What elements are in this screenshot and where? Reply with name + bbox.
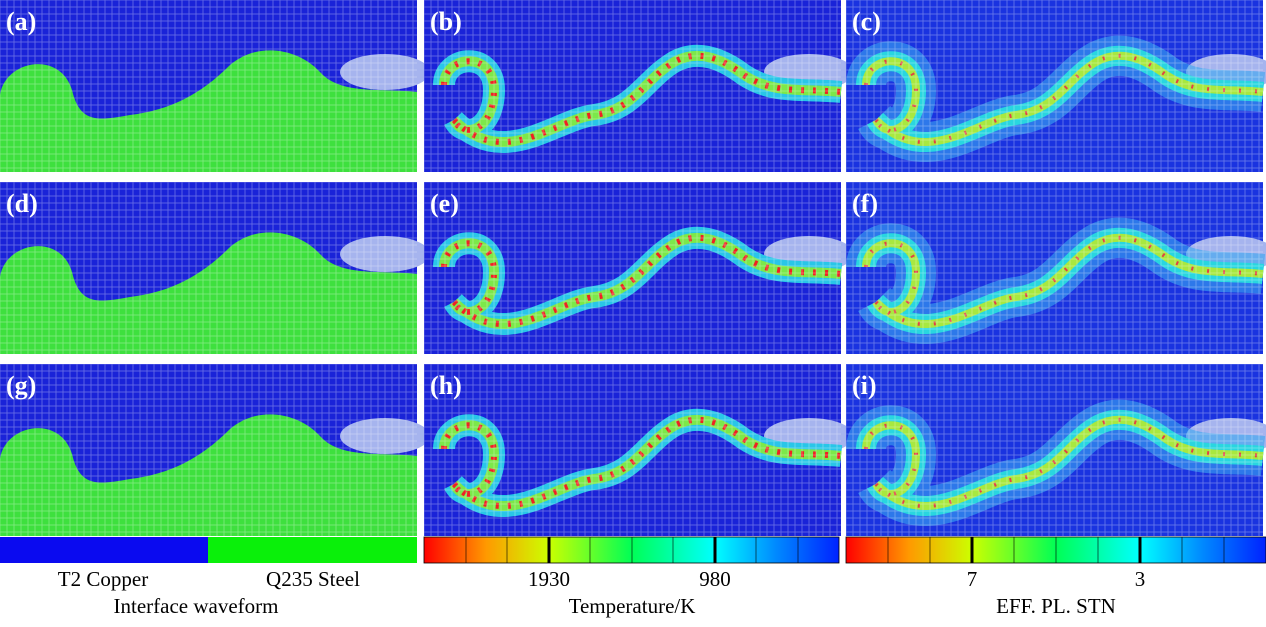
panel-image: [0, 364, 430, 536]
panel-labels: (a) (b) (c) (d) (e) (f) (g) (h) (i): [6, 7, 881, 400]
panel-label: (a): [6, 7, 36, 36]
panel-label: (b): [430, 7, 462, 36]
panel-image: [846, 0, 1266, 172]
panel-label: (e): [430, 189, 459, 218]
panel-label: (i): [852, 371, 877, 400]
colorbar-tick-label: 3: [1135, 567, 1146, 591]
panel-label: (f): [852, 189, 878, 218]
panel-image: [846, 364, 1266, 536]
legend-title: Temperature/K: [569, 594, 696, 618]
colorbar: [423, 536, 840, 564]
panel-image: [0, 0, 430, 172]
colorbars: [0, 536, 1266, 564]
colorbar-major-ticks: [547, 537, 1142, 563]
panel-image: [0, 182, 430, 354]
panel-image: [424, 364, 854, 536]
legend-text: T2 Copper Q235 Steel Interface waveform …: [58, 567, 1145, 618]
panel-image: [846, 182, 1266, 354]
colorbar-tick-label: 7: [967, 567, 978, 591]
panel-image: [424, 0, 854, 172]
legend-title: EFF. PL. STN: [996, 594, 1116, 618]
legend-title: Interface waveform: [114, 594, 279, 618]
panel-label: (h): [430, 371, 462, 400]
colorbar-segment: [0, 537, 208, 563]
colorbar-segment: [208, 537, 417, 563]
legend-item: Q235 Steel: [266, 567, 360, 591]
legend-item: T2 Copper: [58, 567, 148, 591]
colorbar-dividers: [465, 537, 1225, 563]
panel-grid: [0, 0, 1266, 536]
panel-label: (g): [6, 371, 36, 400]
panel-label: (d): [6, 189, 38, 218]
colorbar-tick-label: 980: [699, 567, 731, 591]
panel-label: (c): [852, 7, 881, 36]
colorbar-tick-label: 1930: [528, 567, 570, 591]
panel-image: [424, 182, 854, 354]
